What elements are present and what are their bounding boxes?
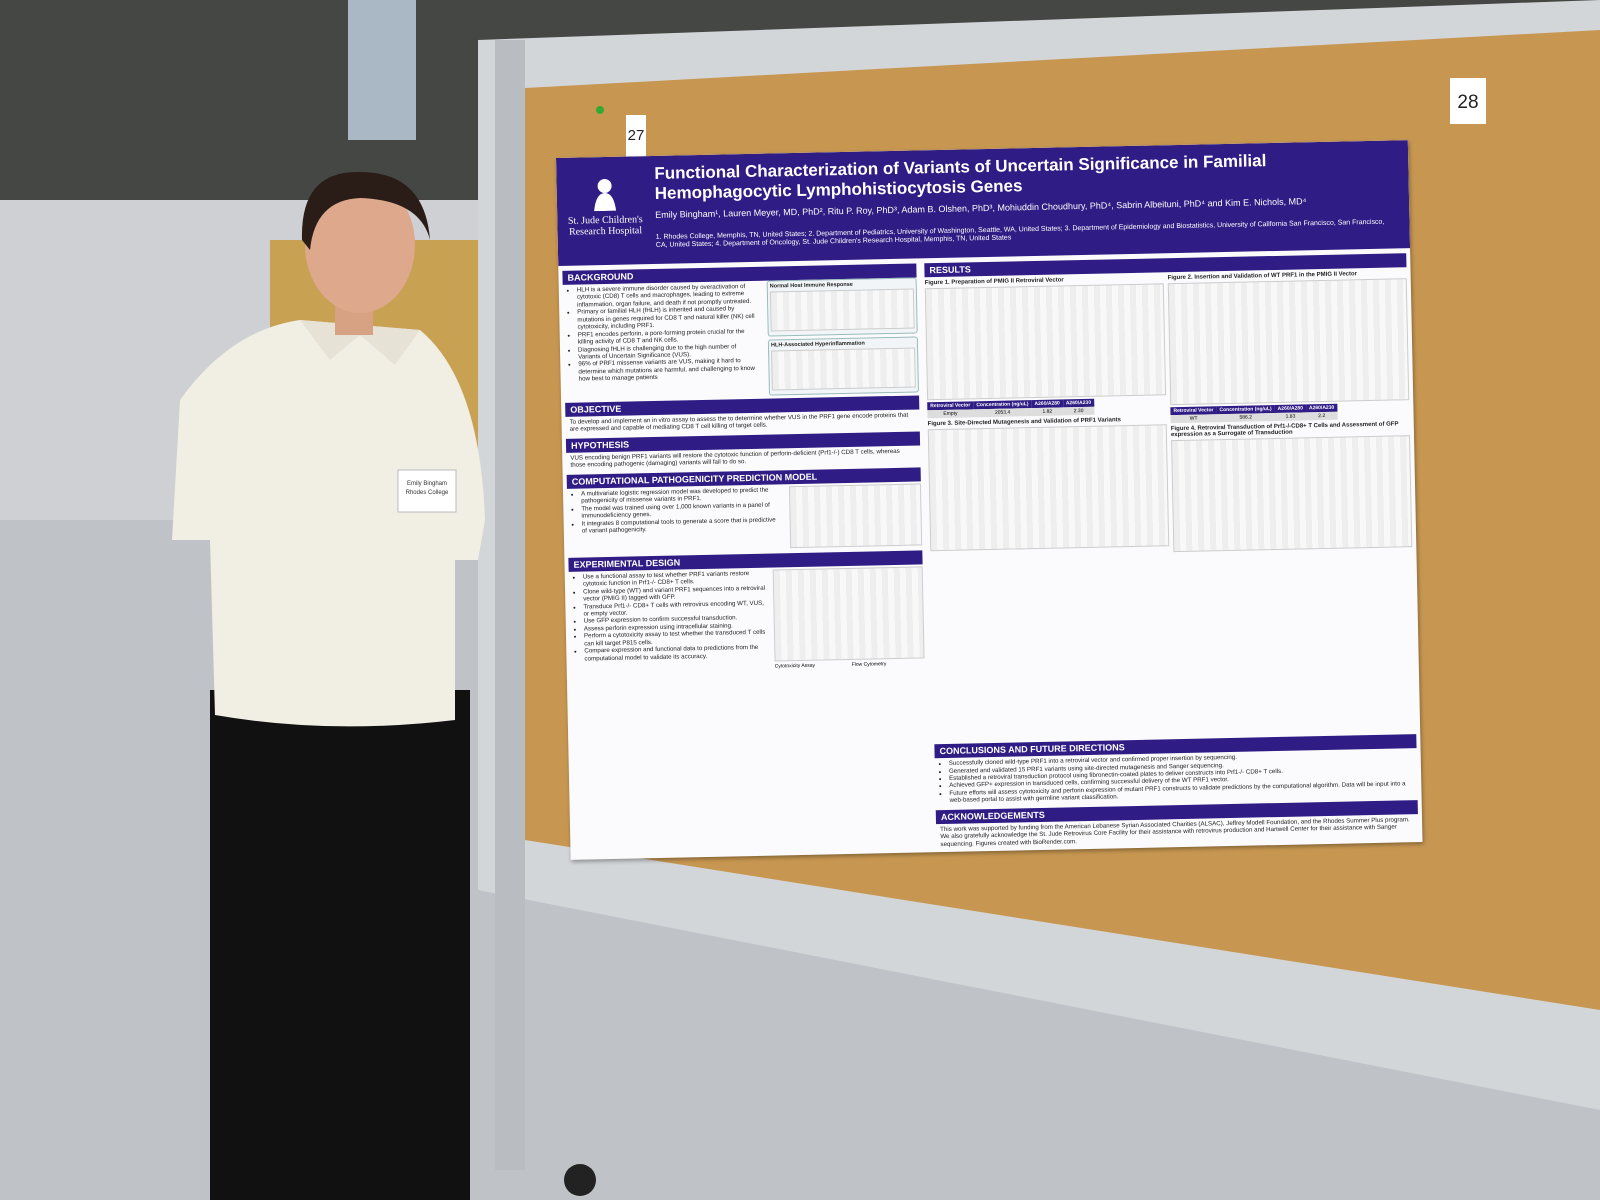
table-cell: 2.2 — [1306, 411, 1338, 421]
name-badge — [397, 469, 457, 513]
shirt — [172, 320, 485, 727]
bullet-list: Successfully cloned wild-type PRF1 into … — [939, 750, 1414, 805]
pants — [210, 690, 470, 1200]
board-number: 28 — [1457, 92, 1478, 113]
bullet: Compare expression and functional data t… — [584, 644, 766, 663]
design-text: Use a functional assay to test whether P… — [569, 567, 771, 673]
design-row: Use a functional assay to test whether P… — [569, 564, 925, 673]
bullet: 96% of PRF1 missense variants are VUS, m… — [578, 357, 760, 383]
hair — [301, 171, 430, 250]
bullet-list: HLH is a severe immune disorder caused b… — [567, 283, 761, 384]
computational-text: A multivariate logistic regression model… — [567, 484, 786, 555]
table-cell: 1.82 — [1031, 407, 1064, 417]
logo: St. Jude Children's Research Hospital — [564, 176, 645, 238]
figure-image — [769, 288, 915, 332]
badge-school: Rhodes College — [406, 490, 449, 496]
figure-labels: Cytotoxicity Assay Flow Cytometry — [775, 660, 925, 669]
table-cell: 2053.4 — [973, 408, 1032, 418]
logo-text: St. Jude Children's Research Hospital — [567, 214, 643, 238]
computational-row: A multivariate logistic regression model… — [567, 481, 923, 555]
figure-label: HLH-Associated Hyperinflammation — [770, 340, 865, 349]
design-figure: Cytotoxicity Assay Flow Cytometry — [772, 564, 925, 669]
figure-panel: Normal Host Immune Response — [766, 277, 918, 337]
poster-title: Functional Characterization of Variants … — [654, 151, 1267, 203]
pin — [596, 106, 604, 114]
figure-label: Cytotoxicity Assay — [774, 662, 816, 670]
poster-header: St. Jude Children's Research Hospital Fu… — [556, 140, 1411, 266]
frame-post — [495, 40, 525, 1170]
data-table: Retroviral Vector Concentration (ng/uL) A2… — [1170, 403, 1338, 424]
collar — [300, 320, 420, 365]
right-column: RESULTS Figure 1. Preparation of PMIG II… — [920, 248, 1422, 852]
data-table: Retroviral Vector Concentration (ng/uL) A2… — [927, 398, 1095, 419]
board-number: 27 — [628, 127, 645, 144]
results-col: Figure 1. Preparation of PMIG II Retrovi… — [925, 272, 1174, 741]
figure-image — [1171, 435, 1413, 553]
affiliations: 1. Rhodes College, Memphis, TN, United S… — [655, 218, 1385, 250]
model-diagram — [788, 483, 923, 548]
background-figures: Normal Host Immune Response HLH-Associat… — [766, 277, 919, 396]
bullet-list: Use a functional assay to test whether P… — [573, 569, 767, 662]
wheel — [564, 1164, 596, 1196]
figure-image — [927, 424, 1170, 552]
badge-name: Emily Bingham — [407, 481, 447, 487]
figure-label: Flow Cytometry — [851, 660, 887, 668]
poster-body: BACKGROUND HLH is a severe immune disord… — [558, 248, 1422, 860]
figure-image — [771, 347, 916, 391]
table-cell: 2.30 — [1062, 406, 1095, 416]
conclusions-text: Successfully cloned wild-type PRF1 into … — [935, 748, 1418, 807]
results-row: Figure 1. Preparation of PMIG II Retrovi… — [925, 267, 1417, 741]
face — [305, 177, 415, 313]
background-text: HLH is a severe immune disorder caused b… — [563, 281, 765, 400]
number-card — [1450, 78, 1486, 124]
table-cell: Empty — [927, 409, 974, 419]
figure-image — [772, 566, 925, 662]
number-card — [626, 115, 646, 159]
window — [348, 0, 416, 140]
results-col: Figure 2. Insertion and Validation of WT… — [1168, 267, 1417, 736]
table-cell: WT — [1170, 414, 1217, 424]
figure-label: Normal Host Immune Response — [769, 281, 853, 290]
left-column: BACKGROUND HLH is a severe immune disord… — [558, 258, 932, 859]
table-cell: 1.83 — [1274, 412, 1307, 422]
logo-icon — [594, 178, 617, 212]
poster: St. Jude Children's Research Hospital Fu… — [556, 140, 1423, 860]
table-cell: 586.2 — [1216, 413, 1275, 423]
background-row: HLH is a severe immune disorder caused b… — [563, 277, 919, 399]
figure-image — [924, 283, 1167, 401]
bullet-list: A multivariate logistic regression model… — [571, 486, 782, 535]
figure-image — [1167, 278, 1410, 406]
figure-panel: HLH-Associated Hyperinflammation — [767, 336, 919, 396]
